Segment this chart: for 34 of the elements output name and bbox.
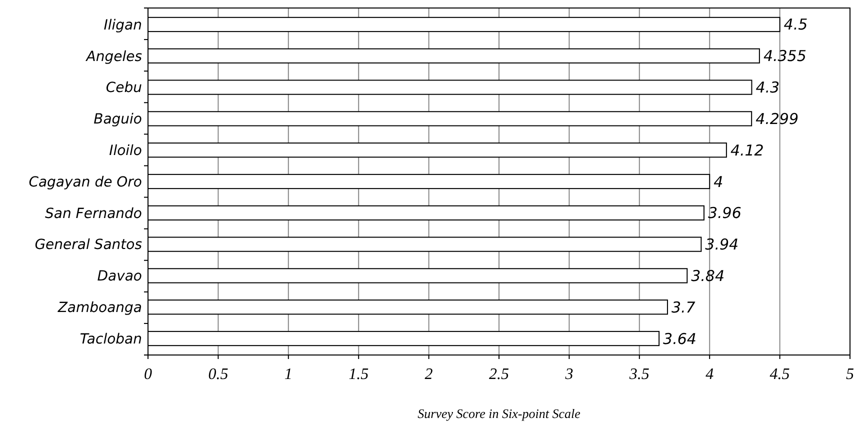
data-label: 4.12 (730, 141, 764, 160)
y-tick-label: Zamboanga (56, 300, 142, 316)
x-tick-label: 1 (284, 366, 292, 383)
data-label: 4.299 (756, 110, 799, 128)
data-label: 3.64 (663, 330, 696, 348)
x-tick-label: 4.5 (770, 366, 790, 383)
x-tick-label: 2.5 (489, 366, 509, 383)
data-label: 3.7 (671, 298, 696, 316)
x-tick-label: 0.5 (208, 366, 228, 383)
y-tick-label: Iligan (104, 17, 142, 34)
y-tick-label: General Santos (34, 237, 142, 254)
y-tick-label: Tacloban (80, 331, 142, 348)
y-tick-label: Cagayan de Oro (28, 174, 142, 190)
y-tick-label: Iloilo (109, 142, 142, 159)
data-label: 4 (714, 172, 724, 191)
data-label: 3.96 (708, 204, 742, 222)
data-label: 3.84 (691, 266, 725, 285)
data-label: 4.5 (784, 16, 808, 34)
y-tick-label: Baguio (94, 112, 142, 128)
x-tick-label: 3.5 (628, 366, 650, 383)
x-tick-label: 5 (846, 366, 854, 383)
y-tick-label: Cebu (106, 80, 142, 96)
data-label: 4.3 (756, 78, 780, 97)
x-tick-label: 2 (424, 366, 433, 383)
x-tick-label: 3 (564, 366, 574, 383)
data-label: 3.94 (705, 236, 739, 254)
x-tick-label: 4 (706, 366, 714, 383)
y-tick-label: Angeles (85, 48, 142, 65)
data-label: 4.355 (763, 47, 806, 66)
y-tick-label: San Fernando (45, 206, 142, 222)
x-tick-label: 0 (144, 366, 152, 383)
x-tick-label: 1.5 (348, 366, 369, 383)
y-tick-label: Davao (97, 268, 142, 285)
x-axis-title: Survey Score in Six-point Scale (418, 406, 581, 421)
